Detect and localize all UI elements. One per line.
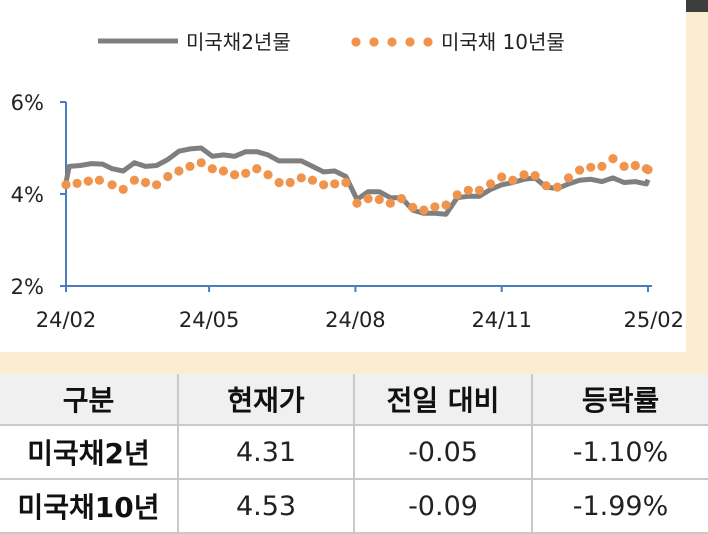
- data-point-10y: [419, 205, 429, 215]
- yield-chart: 미국채2년물 미국채 10년물 2% 4% 6% 24/02 24/05 24/08 24…: [10, 30, 684, 332]
- yield-chart-svg: 미국채2년물 미국채 10년물 2%4%6% 24/02 24/05 24/08 24…: [11, 30, 684, 332]
- row-name: 미국채10년: [0, 478, 179, 534]
- data-point-10y: [608, 154, 618, 164]
- data-point-10y: [486, 179, 496, 189]
- data-point-10y: [530, 171, 540, 181]
- x-tick-label: 25/02: [623, 308, 684, 332]
- legend-label-2y: 미국채2년물: [186, 30, 291, 54]
- header-change: 전일 대비: [353, 374, 533, 426]
- data-point-10y: [129, 175, 139, 185]
- data-point-10y: [541, 181, 551, 191]
- data-point-10y: [107, 180, 117, 190]
- data-point-10y: [152, 180, 162, 190]
- x-axis-ticks: 24/02 24/05 24/08 24/11 25/02: [36, 286, 684, 332]
- x-tick-label: 24/02: [36, 308, 97, 332]
- data-point-10y: [163, 171, 173, 182]
- data-point-10y: [185, 161, 195, 171]
- data-point-10y: [643, 165, 653, 175]
- row-change: -0.05: [353, 424, 533, 480]
- data-point-10y: [285, 177, 295, 188]
- data-point-10y: [352, 198, 362, 208]
- decorative-separator-band: [0, 352, 708, 374]
- header-category: 구분: [0, 374, 179, 426]
- data-point-10y: [552, 182, 563, 192]
- data-point-10y: [83, 176, 93, 186]
- y-axis-ticks: 2% 4% 6%: [11, 91, 66, 299]
- data-point-10y: [196, 158, 206, 168]
- data-point-10y: [230, 170, 240, 180]
- data-point-10y: [218, 166, 228, 176]
- row-price: 4.31: [177, 424, 355, 480]
- data-point-10y: [630, 160, 640, 171]
- y-tick-label: 2%: [11, 275, 44, 299]
- data-point-10y: [252, 164, 262, 174]
- data-point-10y: [61, 180, 71, 190]
- header-rate: 등락률: [531, 374, 708, 426]
- x-tick-label: 24/05: [179, 308, 240, 332]
- data-point-10y: [497, 172, 507, 182]
- data-point-10y: [307, 175, 318, 185]
- legend-label-10y: 미국채 10년물: [441, 30, 565, 54]
- legend-dot: [387, 37, 397, 47]
- legend-dot: [351, 37, 361, 47]
- data-point-10y: [374, 194, 384, 205]
- data-point-10y: [586, 162, 596, 172]
- data-point-10y: [474, 185, 484, 195]
- data-point-10y: [508, 175, 518, 185]
- data-point-10y: [72, 178, 82, 188]
- data-point-10y: [140, 177, 151, 188]
- data-point-10y: [263, 170, 273, 180]
- data-point-10y: [330, 179, 340, 189]
- data-point-10y: [319, 180, 329, 190]
- data-point-10y: [118, 184, 128, 194]
- y-tick-label: 6%: [11, 91, 44, 115]
- data-point-10y: [385, 198, 395, 208]
- data-point-10y: [452, 190, 462, 200]
- data-point-10y: [408, 202, 418, 212]
- legend: 미국채2년물 미국채 10년물: [98, 30, 565, 54]
- data-point-10y: [341, 177, 351, 188]
- table-row: 미국채2년 4.31 -0.05 -1.10%: [0, 424, 708, 480]
- legend-dot: [405, 37, 415, 47]
- decorative-side-band: [686, 0, 708, 372]
- data-point-10y: [274, 177, 284, 188]
- table-row: 미국채10년 4.53 -0.09 -1.99%: [0, 478, 708, 534]
- data-point-10y: [441, 200, 451, 210]
- data-point-10y: [174, 166, 184, 176]
- data-point-10y: [463, 185, 473, 195]
- data-point-10y: [241, 168, 251, 178]
- row-name: 미국채2년: [0, 424, 179, 480]
- data-point-10y: [94, 175, 104, 185]
- x-tick-label: 24/08: [325, 308, 386, 332]
- row-change: -0.09: [353, 478, 533, 534]
- data-point-10y: [597, 161, 607, 171]
- legend-dot: [369, 37, 379, 47]
- y-tick-label: 4%: [11, 183, 44, 207]
- header-price: 현재가: [177, 374, 355, 426]
- data-point-10y: [519, 170, 529, 180]
- series-layer: [61, 145, 653, 217]
- data-point-10y: [363, 194, 373, 204]
- data-point-10y: [563, 173, 574, 183]
- data-point-10y: [396, 194, 407, 204]
- quote-table: 구분 현재가 전일 대비 등락률 미국채2년 4.31 -0.05 -1.10%…: [0, 374, 708, 534]
- row-rate: -1.10%: [531, 424, 708, 480]
- legend-dot: [423, 37, 433, 47]
- quote-table-header: 구분 현재가 전일 대비 등락률: [0, 374, 708, 426]
- data-point-10y: [575, 165, 585, 175]
- data-point-10y: [430, 202, 440, 212]
- row-price: 4.53: [177, 478, 355, 534]
- data-point-10y: [296, 173, 306, 183]
- data-point-10y: [207, 164, 217, 174]
- x-tick-label: 24/11: [471, 308, 532, 332]
- data-point-10y: [619, 161, 629, 171]
- decorative-corner-tab: [686, 0, 708, 12]
- legend-swatch-10y: [351, 37, 433, 47]
- row-rate: -1.99%: [531, 478, 708, 534]
